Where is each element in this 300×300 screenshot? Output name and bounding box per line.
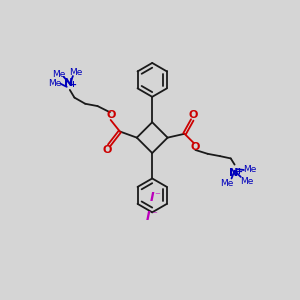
Text: Me: Me xyxy=(220,178,234,188)
Text: O: O xyxy=(190,142,200,152)
Text: O: O xyxy=(188,110,198,120)
Text: Me: Me xyxy=(243,166,257,175)
Text: N: N xyxy=(64,78,74,88)
Text: Me: Me xyxy=(69,68,83,77)
Text: +: + xyxy=(69,80,76,89)
Text: Me: Me xyxy=(52,70,66,79)
Text: O: O xyxy=(103,145,112,155)
Text: I: I xyxy=(150,191,154,204)
Text: O: O xyxy=(107,110,116,120)
Text: +: + xyxy=(235,167,242,176)
Text: I: I xyxy=(146,211,151,224)
Text: N: N xyxy=(229,168,239,178)
Text: ⁻: ⁻ xyxy=(151,210,157,220)
Text: ⁻: ⁻ xyxy=(155,191,161,201)
Text: Me: Me xyxy=(240,177,254,186)
Text: Me: Me xyxy=(48,79,61,88)
